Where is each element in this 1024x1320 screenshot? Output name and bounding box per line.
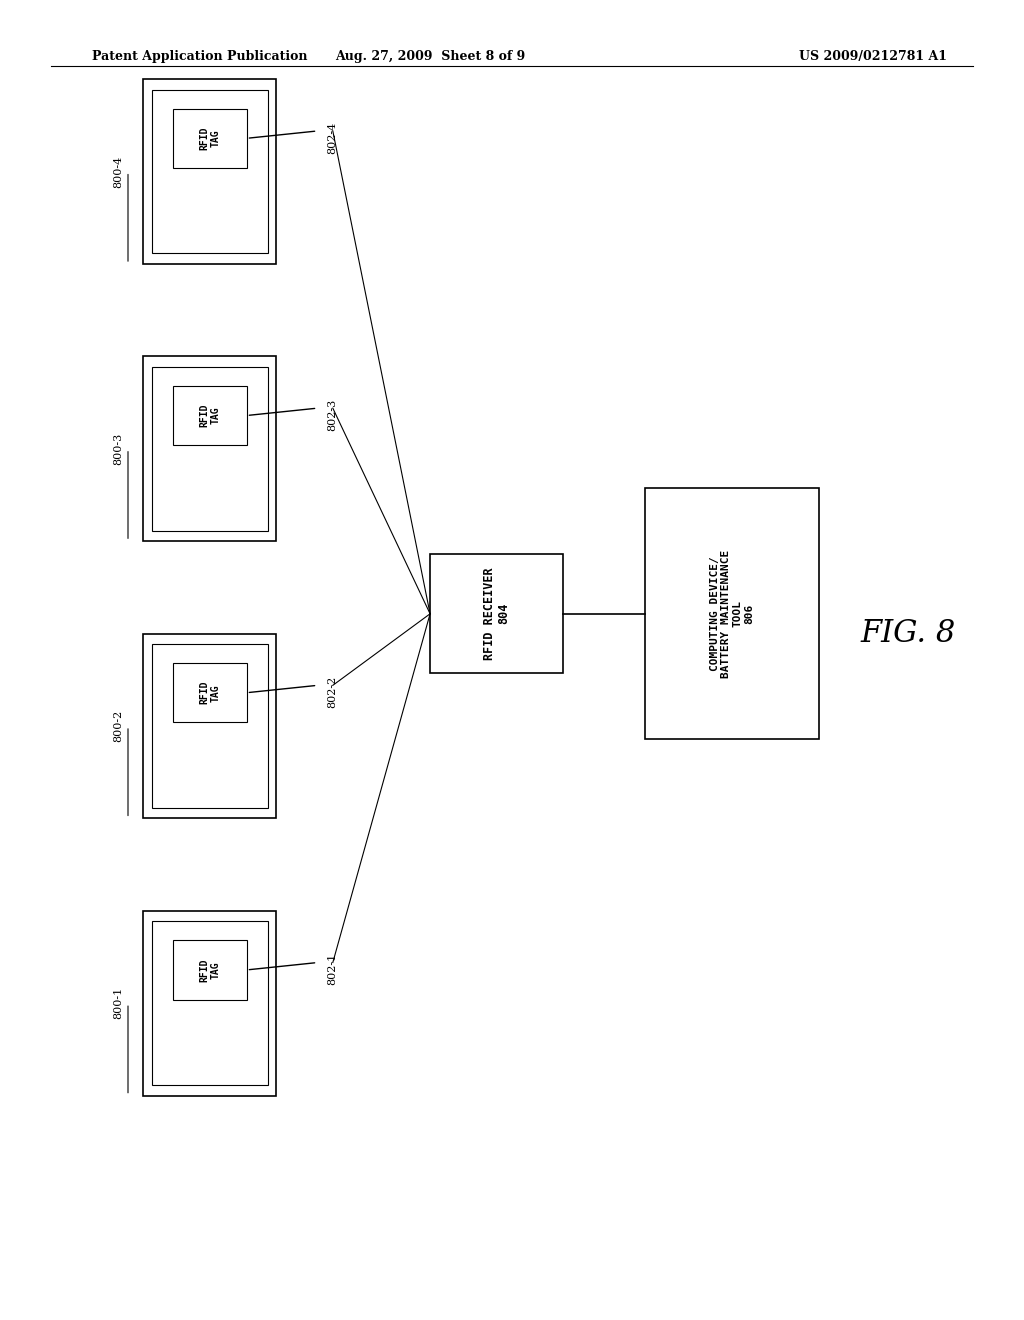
Text: RFID
TAG: RFID TAG <box>199 404 221 428</box>
Text: US 2009/0212781 A1: US 2009/0212781 A1 <box>799 50 947 63</box>
FancyBboxPatch shape <box>152 921 268 1085</box>
FancyBboxPatch shape <box>173 108 247 168</box>
FancyBboxPatch shape <box>152 644 268 808</box>
Text: RFID RECEIVER
804: RFID RECEIVER 804 <box>482 568 511 660</box>
FancyBboxPatch shape <box>143 79 276 264</box>
FancyBboxPatch shape <box>173 940 247 999</box>
Text: Aug. 27, 2009  Sheet 8 of 9: Aug. 27, 2009 Sheet 8 of 9 <box>335 50 525 63</box>
Text: RFID
TAG: RFID TAG <box>199 958 221 982</box>
FancyBboxPatch shape <box>173 385 247 445</box>
Text: 800-3: 800-3 <box>113 433 123 465</box>
FancyBboxPatch shape <box>645 488 819 739</box>
FancyBboxPatch shape <box>152 90 268 253</box>
Text: Patent Application Publication: Patent Application Publication <box>92 50 307 63</box>
Text: 802-4: 802-4 <box>328 121 338 153</box>
Text: 802-3: 802-3 <box>328 399 338 430</box>
Text: RFID
TAG: RFID TAG <box>199 127 221 150</box>
Text: 802-2: 802-2 <box>328 676 338 708</box>
Text: 800-1: 800-1 <box>113 987 123 1019</box>
FancyBboxPatch shape <box>152 367 268 531</box>
Text: RFID
TAG: RFID TAG <box>199 681 221 705</box>
Text: COMPUTING DEVICE/
BATTERY MAINTENANCE
TOOL
806: COMPUTING DEVICE/ BATTERY MAINTENANCE TO… <box>710 549 755 678</box>
Text: FIG. 8: FIG. 8 <box>860 618 955 649</box>
FancyBboxPatch shape <box>430 554 563 673</box>
FancyBboxPatch shape <box>143 634 276 818</box>
Text: 802-1: 802-1 <box>328 953 338 985</box>
FancyBboxPatch shape <box>143 356 276 541</box>
Text: 800-2: 800-2 <box>113 710 123 742</box>
FancyBboxPatch shape <box>173 663 247 722</box>
FancyBboxPatch shape <box>143 911 276 1096</box>
Text: 800-4: 800-4 <box>113 156 123 187</box>
